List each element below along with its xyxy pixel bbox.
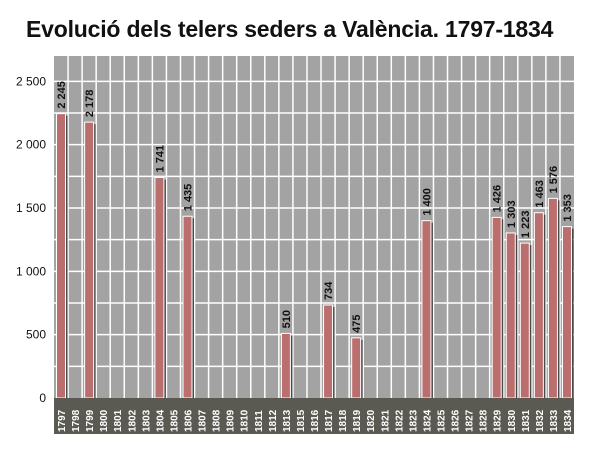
bar xyxy=(547,197,558,399)
x-tick-label: 1797 xyxy=(57,409,68,432)
bar xyxy=(491,216,502,399)
x-tick-label: 1824 xyxy=(422,409,433,432)
x-tick-label: 1803 xyxy=(141,409,152,432)
bar xyxy=(280,332,291,399)
x-tick-label: 1807 xyxy=(198,409,209,432)
x-tick-label: 1811 xyxy=(254,410,265,432)
x-tick-label: 1826 xyxy=(451,409,462,432)
y-tick-label: 0 xyxy=(39,391,46,405)
bar-value-label: 475 xyxy=(351,314,363,332)
x-tick-label: 1830 xyxy=(507,409,518,432)
y-tick-label: 1 500 xyxy=(16,201,46,215)
x-tick-label: 1816 xyxy=(310,409,321,432)
bar-value-label: 1 463 xyxy=(534,180,546,208)
x-tick-label: 1809 xyxy=(226,409,237,432)
y-tick-label: 500 xyxy=(26,328,46,342)
bar xyxy=(519,242,530,399)
bar-value-label: 1 353 xyxy=(562,194,574,222)
x-tick-label: 1804 xyxy=(155,409,166,432)
grid-lines xyxy=(54,56,574,398)
x-tick-label: 1800 xyxy=(99,409,110,432)
x-tick-label: 1815 xyxy=(296,409,307,432)
bar xyxy=(84,121,95,399)
bar-value-label: 1 400 xyxy=(421,188,433,216)
bar-value-label: 1 741 xyxy=(154,145,166,173)
bar xyxy=(182,215,193,399)
bar-value-label: 1 223 xyxy=(520,211,532,239)
bar xyxy=(561,226,572,399)
bar xyxy=(421,220,432,399)
x-tick-label: 1812 xyxy=(268,409,279,432)
bar xyxy=(323,304,334,399)
x-tick-label: 1808 xyxy=(212,409,223,432)
x-tick-label: 1805 xyxy=(169,409,180,432)
x-tick-label: 1821 xyxy=(380,409,391,432)
y-tick-labels: 0 500 1 000 1 500 2 000 2 500 xyxy=(16,74,46,405)
bar xyxy=(56,113,67,399)
x-tick-label: 1806 xyxy=(184,409,195,432)
x-axis-band xyxy=(54,398,574,434)
x-tick-label: 1813 xyxy=(282,409,293,432)
chart-title: Evolució dels telers seders a València. … xyxy=(26,16,554,42)
x-tick-labels: 1797 1798 1799 1800 1801 1802 1803 1804 1805 1806… xyxy=(57,409,574,432)
bar-value-label: 1 303 xyxy=(506,200,518,228)
bar-value-label: 2 178 xyxy=(84,90,96,118)
x-tick-label: 1829 xyxy=(493,409,504,432)
x-tick-label: 1820 xyxy=(366,409,377,432)
bar xyxy=(154,176,165,399)
y-tick-label: 2 500 xyxy=(16,74,46,88)
x-tick-label: 1833 xyxy=(549,409,560,432)
bar xyxy=(351,337,362,399)
bar-value-label: 510 xyxy=(281,310,293,328)
x-tick-label: 1823 xyxy=(408,409,419,432)
bar xyxy=(505,232,516,399)
x-tick-label: 1798 xyxy=(71,409,82,432)
bar-value-label: 1 576 xyxy=(548,166,560,194)
bar-value-label: 734 xyxy=(323,281,335,300)
bar-value-label: 1 426 xyxy=(492,185,504,213)
x-tick-label: 1822 xyxy=(394,409,405,432)
x-tick-label: 1825 xyxy=(436,409,447,432)
x-tick-label: 1802 xyxy=(127,409,138,432)
y-tick-label: 1 000 xyxy=(16,264,46,278)
bar-value-label: 1 435 xyxy=(183,184,195,212)
x-tick-label: 1831 xyxy=(521,409,532,432)
x-tick-label: 1818 xyxy=(338,409,349,432)
x-tick-label: 1828 xyxy=(479,409,490,432)
x-tick-label: 1832 xyxy=(535,409,546,432)
y-tick-label: 2 000 xyxy=(16,138,46,152)
bar-value-label: 2 245 xyxy=(56,81,68,109)
x-tick-label: 1801 xyxy=(113,409,124,432)
x-tick-label: 1810 xyxy=(240,409,251,432)
x-tick-label: 1819 xyxy=(352,409,363,432)
bars xyxy=(56,113,574,399)
x-tick-label: 1834 xyxy=(563,409,574,432)
x-tick-label: 1827 xyxy=(465,409,476,432)
x-tick-label: 1817 xyxy=(324,409,335,432)
x-tick-label: 1799 xyxy=(85,409,96,432)
bar xyxy=(533,212,544,399)
